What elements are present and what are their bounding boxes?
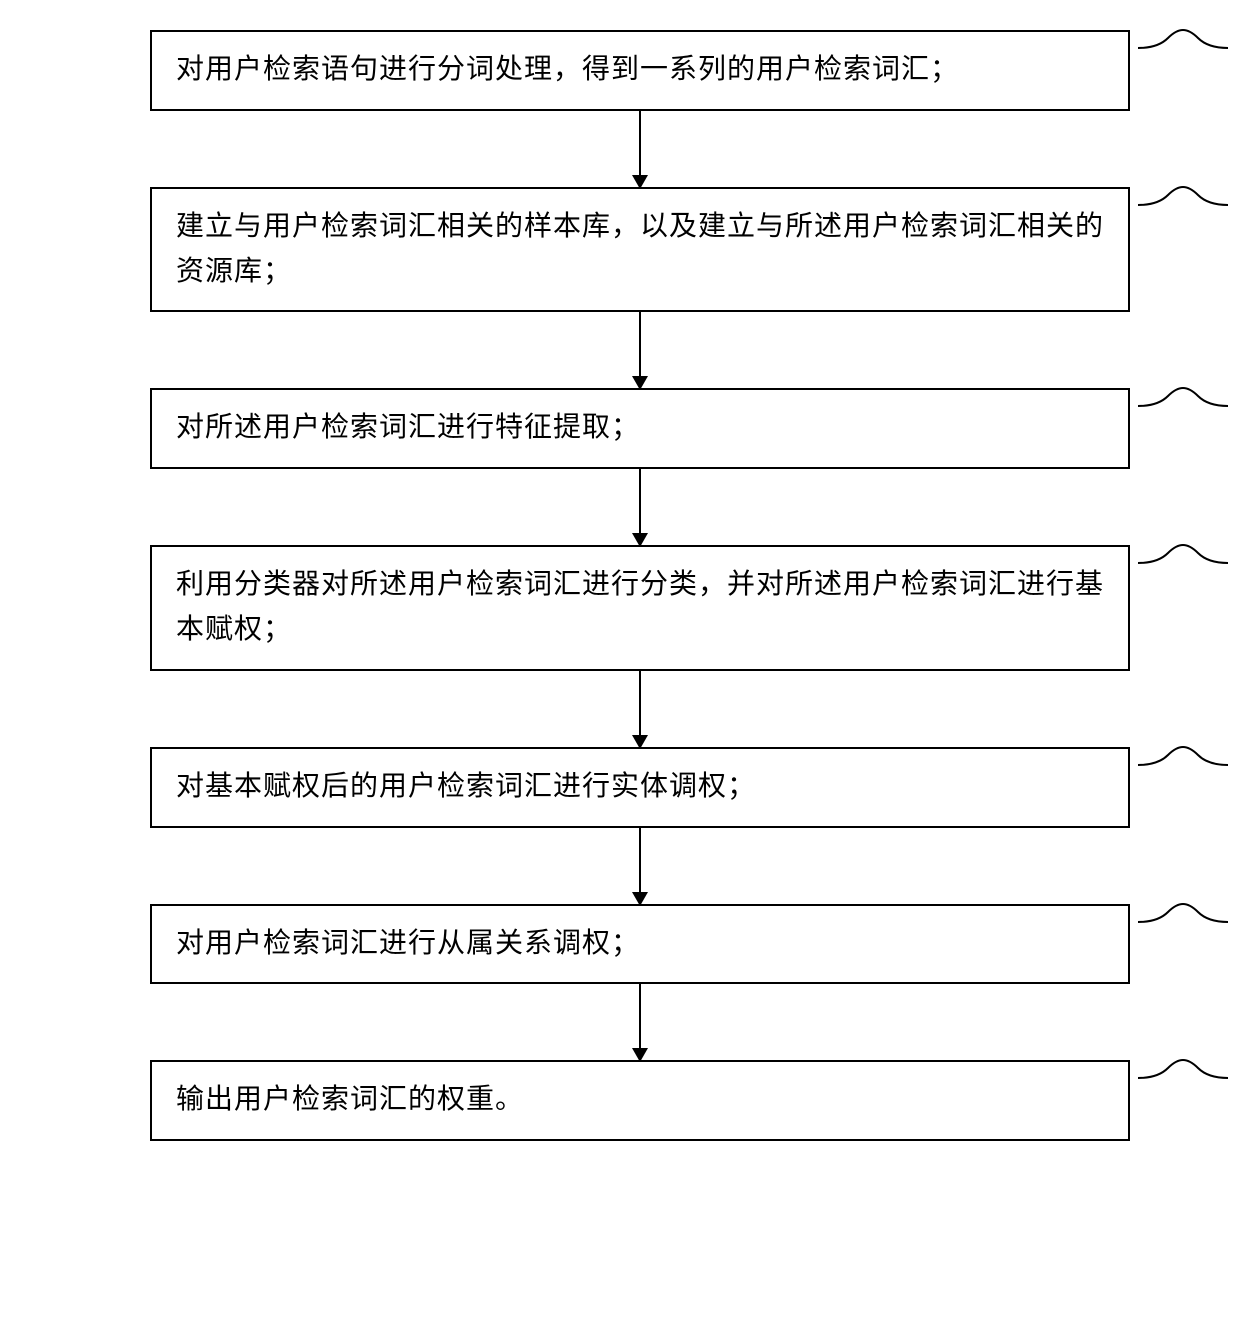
flowchart-container: S101 对用户检索语句进行分词处理，得到一系列的用户检索词汇； S102 建立…	[0, 30, 1240, 1141]
connector-curve-icon	[1138, 175, 1228, 235]
step-text: 输出用户检索词汇的权重。	[176, 1078, 524, 1123]
arrow-down-icon	[639, 828, 641, 904]
step-wrapper: S102 建立与用户检索词汇相关的样本库，以及建立与所述用户检索词汇相关的资源库…	[0, 187, 1240, 389]
connector-curve-icon	[1138, 1048, 1228, 1108]
step-wrapper: S103 对所述用户检索词汇进行特征提取；	[0, 388, 1240, 545]
connector-curve-icon	[1138, 533, 1228, 593]
connector-curve-icon	[1138, 376, 1228, 436]
step-text: 利用分类器对所述用户检索词汇进行分类，并对所述用户检索词汇进行基本赋权；	[176, 563, 1104, 653]
step-text: 对用户检索语句进行分词处理，得到一系列的用户检索词汇；	[176, 48, 959, 93]
connector-curve-icon	[1138, 18, 1228, 78]
arrow-down-icon	[639, 469, 641, 545]
step-box-s107: S107 输出用户检索词汇的权重。	[150, 1060, 1130, 1141]
arrow-down-icon	[639, 312, 641, 388]
step-box-s104: S104 利用分类器对所述用户检索词汇进行分类，并对所述用户检索词汇进行基本赋权…	[150, 545, 1130, 671]
step-text: 对基本赋权后的用户检索词汇进行实体调权；	[176, 765, 756, 810]
arrow-down-icon	[639, 111, 641, 187]
step-box-s106: S106 对用户检索词汇进行从属关系调权；	[150, 904, 1130, 985]
step-box-s101: S101 对用户检索语句进行分词处理，得到一系列的用户检索词汇；	[150, 30, 1130, 111]
step-text: 建立与用户检索词汇相关的样本库，以及建立与所述用户检索词汇相关的资源库；	[176, 205, 1104, 295]
step-box-s103: S103 对所述用户检索词汇进行特征提取；	[150, 388, 1130, 469]
step-wrapper: S105 对基本赋权后的用户检索词汇进行实体调权；	[0, 747, 1240, 904]
step-text: 对用户检索词汇进行从属关系调权；	[176, 922, 640, 967]
connector-curve-icon	[1138, 735, 1228, 795]
step-box-s105: S105 对基本赋权后的用户检索词汇进行实体调权；	[150, 747, 1130, 828]
arrow-down-icon	[639, 984, 641, 1060]
step-wrapper: S101 对用户检索语句进行分词处理，得到一系列的用户检索词汇；	[0, 30, 1240, 187]
step-box-s102: S102 建立与用户检索词汇相关的样本库，以及建立与所述用户检索词汇相关的资源库…	[150, 187, 1130, 313]
step-text: 对所述用户检索词汇进行特征提取；	[176, 406, 640, 451]
connector-curve-icon	[1138, 892, 1228, 952]
arrow-down-icon	[639, 671, 641, 747]
step-wrapper: S107 输出用户检索词汇的权重。	[0, 1060, 1240, 1141]
step-wrapper: S106 对用户检索词汇进行从属关系调权；	[0, 904, 1240, 1061]
step-wrapper: S104 利用分类器对所述用户检索词汇进行分类，并对所述用户检索词汇进行基本赋权…	[0, 545, 1240, 747]
